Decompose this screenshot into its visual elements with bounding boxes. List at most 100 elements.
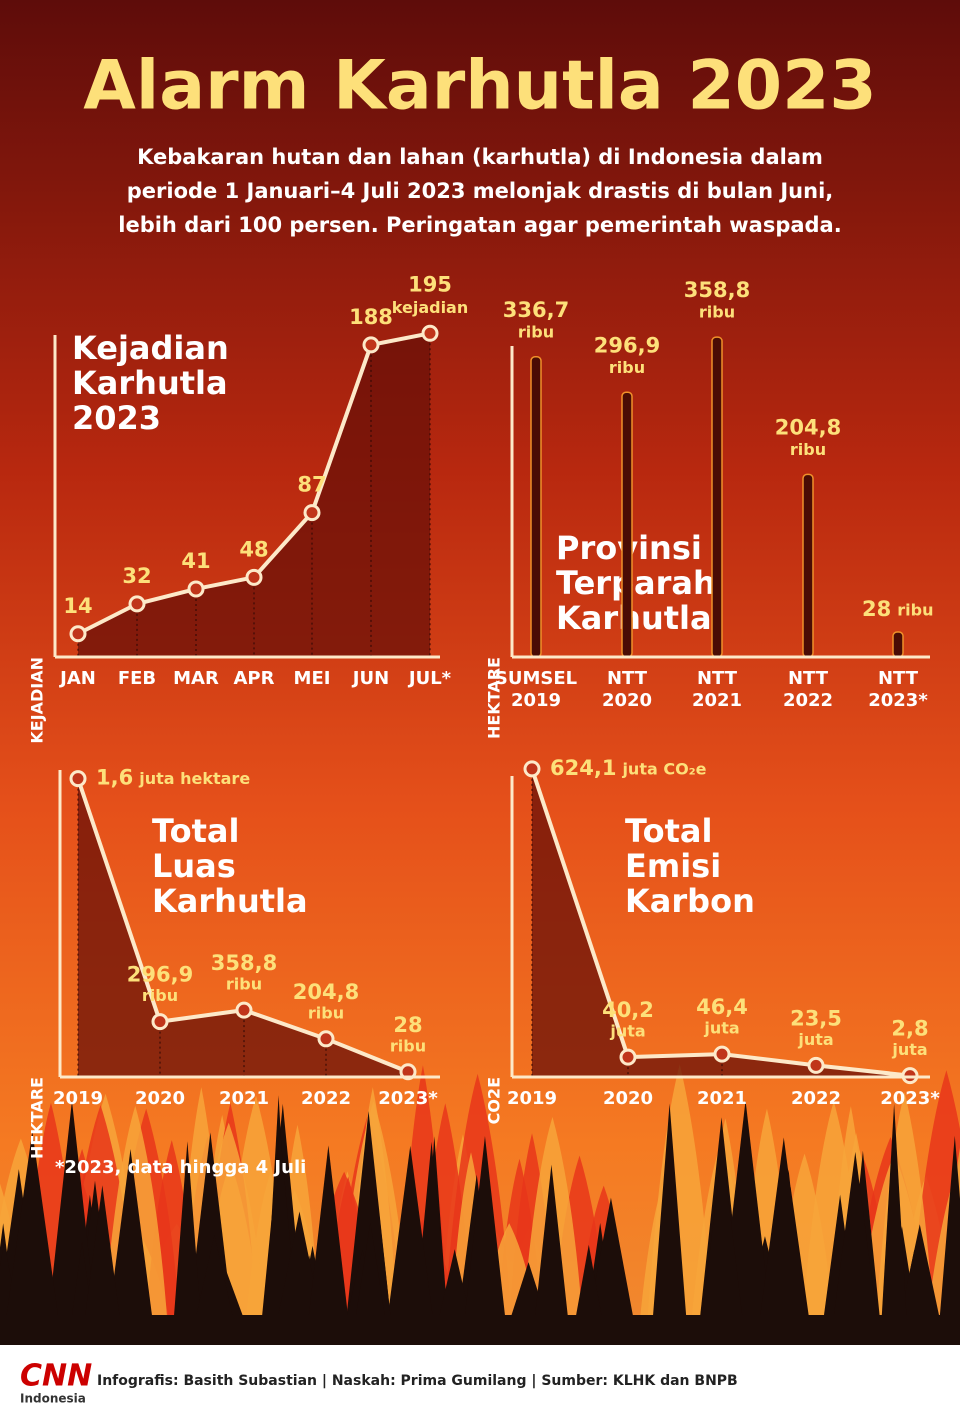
tree xyxy=(105,1149,156,1345)
point xyxy=(713,1045,731,1063)
point xyxy=(69,770,87,788)
value-unit: juta xyxy=(797,1030,833,1049)
value-unit: ribu xyxy=(609,358,645,377)
x-tick-label: APR xyxy=(234,668,275,689)
point xyxy=(187,580,205,598)
value-label: 48 xyxy=(239,537,268,561)
x-tick-label: MAR xyxy=(173,668,219,689)
point xyxy=(619,1048,637,1066)
logo: CNN xyxy=(20,1359,92,1394)
tree xyxy=(2,1131,63,1345)
x-tick-label: NTT xyxy=(697,668,738,689)
page-title: Alarm Karhutla 2023 xyxy=(83,47,876,126)
x-tick-label: 2023* xyxy=(378,1088,438,1109)
value-label: 23,5 xyxy=(790,1006,842,1030)
x-tick-sublabel: 2020 xyxy=(602,690,652,711)
chart-title: Emisi xyxy=(625,847,721,885)
chart-title: Karbon xyxy=(625,882,755,920)
subtitle: lebih dari 100 persen. Peringatan agar p… xyxy=(118,213,841,237)
x-tick-label: 2020 xyxy=(135,1088,185,1109)
value-label: 296,9 xyxy=(594,333,660,357)
value-unit: juta xyxy=(609,1022,645,1041)
value-label: 32 xyxy=(122,564,151,588)
value-unit: ribu xyxy=(699,303,735,322)
x-tick-label: 2019 xyxy=(53,1088,103,1109)
point xyxy=(399,1063,417,1081)
value-label: 204,8 xyxy=(775,415,841,439)
value-label: 87 xyxy=(297,473,326,497)
value-label: 2,8 xyxy=(891,1017,928,1041)
tree xyxy=(650,1103,689,1345)
footnote: *2023, data hingga 4 Juli xyxy=(55,1157,306,1178)
tree xyxy=(937,1135,960,1345)
x-tick-label: FEB xyxy=(118,668,156,689)
point xyxy=(421,324,439,342)
x-tick-label: 2020 xyxy=(603,1088,653,1109)
value-label: 28 xyxy=(393,1013,422,1037)
chart-title: Luas xyxy=(152,847,236,885)
x-tick-sublabel: 2023* xyxy=(868,690,928,711)
tree xyxy=(171,1141,204,1345)
x-tick-label: 2022 xyxy=(791,1088,841,1109)
bar xyxy=(892,631,904,658)
x-tick-label: 2022 xyxy=(301,1088,351,1109)
point xyxy=(69,625,87,643)
x-tick-label: 2023* xyxy=(880,1088,940,1109)
chart-title: Karhutla xyxy=(72,364,228,402)
value-unit: kejadian xyxy=(392,298,468,317)
value-label: 296,9 xyxy=(127,963,193,987)
value-unit: juta xyxy=(703,1019,739,1038)
value-label: 46,4 xyxy=(696,995,748,1019)
value-label: 41 xyxy=(181,549,210,573)
x-tick-sublabel: 2022 xyxy=(783,690,833,711)
x-tick-label: 2021 xyxy=(219,1088,269,1109)
tree xyxy=(81,1185,124,1345)
tree xyxy=(894,1224,946,1345)
tree xyxy=(305,1145,352,1345)
value-unit: ribu xyxy=(790,440,826,459)
value-label: 336,7 xyxy=(503,298,569,322)
value-unit: ribu xyxy=(226,975,262,994)
value-unit: ribu xyxy=(897,601,933,620)
value-unit: juta hektare xyxy=(138,769,250,788)
x-tick-sublabel: 2021 xyxy=(692,690,742,711)
value-unit: ribu xyxy=(142,986,178,1005)
point xyxy=(317,1030,335,1048)
chart-title: 2023 xyxy=(72,399,161,437)
chart-title: Kejadian xyxy=(72,329,229,367)
value-label: 40,2 xyxy=(602,998,654,1022)
point xyxy=(303,504,321,522)
tree xyxy=(351,1222,390,1345)
value-unit: ribu xyxy=(390,1036,426,1055)
x-tick-label: MEI xyxy=(294,668,331,689)
tree xyxy=(461,1136,509,1345)
chart-title: Karhutla xyxy=(556,599,712,637)
x-tick-label: JUL* xyxy=(407,668,452,689)
tree xyxy=(830,1151,881,1345)
value-label: 358,8 xyxy=(211,951,277,975)
tree xyxy=(531,1164,571,1345)
tree xyxy=(383,1145,437,1345)
x-tick-label: SUMSEL xyxy=(495,668,577,689)
value-unit: ribu xyxy=(308,1003,344,1022)
bar xyxy=(711,336,723,658)
point xyxy=(151,1013,169,1031)
value-label: 14 xyxy=(63,594,92,618)
value-label: 358,8 xyxy=(684,278,750,302)
value-label: 624,1 xyxy=(550,756,616,780)
value-label: 195 xyxy=(408,272,452,296)
x-tick-label: NTT xyxy=(878,668,919,689)
subtitle: Kebakaran hutan dan lahan (karhutla) di … xyxy=(137,145,823,169)
tree xyxy=(756,1137,812,1345)
value-label: 188 xyxy=(349,305,393,329)
ground xyxy=(0,1315,960,1345)
point xyxy=(807,1056,825,1074)
value-label: 1,6 xyxy=(96,766,133,790)
value-label: 204,8 xyxy=(293,980,359,1004)
y-axis-label: CO2E xyxy=(485,1077,504,1124)
tree xyxy=(698,1148,746,1345)
x-tick-sublabel: 2019 xyxy=(511,690,561,711)
y-axis-label: HEKTARE xyxy=(485,657,504,739)
area xyxy=(78,333,430,657)
